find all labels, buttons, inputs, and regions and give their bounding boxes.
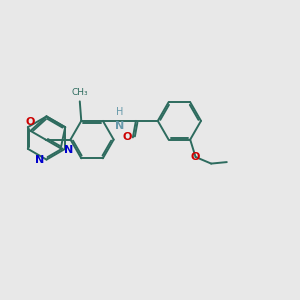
- Text: O: O: [26, 117, 35, 127]
- Text: N: N: [64, 145, 74, 155]
- Text: N: N: [115, 122, 124, 131]
- Text: H: H: [116, 107, 123, 117]
- Text: N: N: [35, 154, 44, 165]
- Text: O: O: [123, 132, 132, 142]
- Text: CH₃: CH₃: [71, 88, 88, 97]
- Text: O: O: [191, 152, 200, 162]
